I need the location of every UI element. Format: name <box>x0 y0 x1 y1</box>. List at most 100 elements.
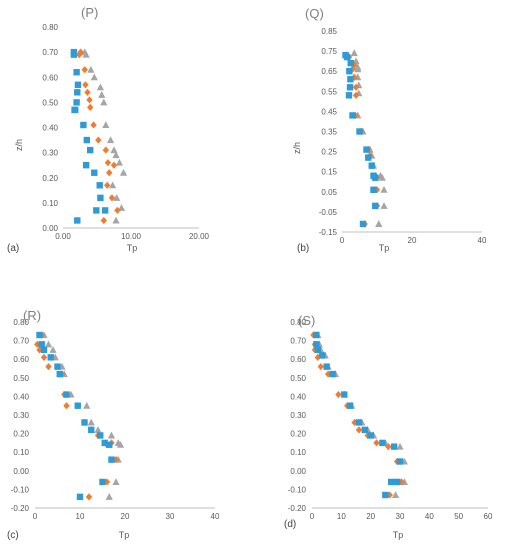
data-point-series-1 <box>99 478 106 486</box>
x-tick-label: 10.00 <box>121 232 142 241</box>
data-point-series-2 <box>355 426 363 434</box>
data-point-series-1 <box>346 68 353 75</box>
data-point-series-2 <box>104 181 111 189</box>
chart-panel-1: 0.00 0.10 0.20 0.30 0.40 0.50 0.60 0.70 0.80 0.00… <box>7 5 210 254</box>
y-tick-label: 0.50 <box>290 374 306 383</box>
y-tick-label: -0.20 <box>11 504 30 513</box>
data-point-series-3 <box>109 181 117 189</box>
y-tick-label: -0.05 <box>319 208 338 217</box>
data-point-series-1 <box>74 81 82 88</box>
x-tick-label: 20 <box>408 236 417 245</box>
data-point-series-1 <box>106 441 113 448</box>
y-tick-label: 0.20 <box>42 174 58 183</box>
data-point-series-3 <box>354 65 362 73</box>
data-point-series-1 <box>379 439 386 447</box>
data-point-series-1 <box>88 426 95 434</box>
panel-label: (d) <box>284 519 296 530</box>
data-point-series-1 <box>74 89 81 96</box>
data-point-series-1 <box>329 370 336 378</box>
data-point-series-2 <box>85 493 93 501</box>
data-point-series-1 <box>97 194 104 202</box>
data-point-series-1 <box>345 92 353 99</box>
data-point-series-1 <box>101 207 109 214</box>
x-axis-label: Tp <box>379 243 390 253</box>
data-point-series-3 <box>107 136 115 144</box>
data-point-series-1 <box>83 136 90 144</box>
data-point-series-1 <box>390 443 398 450</box>
y-tick-label: 0.70 <box>290 337 306 346</box>
y-tick-label: -0.15 <box>319 228 338 237</box>
data-point-series-3 <box>94 426 102 433</box>
data-point-series-1 <box>82 161 90 169</box>
data-point-series-1 <box>359 220 367 228</box>
data-point-series-1 <box>56 370 63 378</box>
chart-panel-2: -0.15 -0.05 0.05 0.15 0.25 0.35 0.45 0.55 0.65 0.… <box>292 6 487 254</box>
data-point-series-3 <box>119 168 128 176</box>
data-point-series-2 <box>82 81 89 89</box>
y-tick-label: 0.00 <box>13 467 29 476</box>
data-point-series-2 <box>108 194 116 202</box>
data-point-series-1 <box>344 53 351 61</box>
y-tick-label: 0.30 <box>13 411 29 420</box>
data-point-series-2 <box>81 66 88 74</box>
x-tick-label: 20.00 <box>189 232 210 241</box>
chart-title: (S) <box>298 313 315 328</box>
data-point-series-1 <box>71 106 78 114</box>
data-point-series-2 <box>352 83 360 91</box>
x-tick-label: 20 <box>366 512 375 521</box>
data-point-series-1 <box>313 331 320 339</box>
data-point-series-2 <box>84 88 91 96</box>
y-tick-label: 0.00 <box>42 224 58 233</box>
data-point-series-1 <box>323 363 330 370</box>
chart-title: (Q) <box>305 6 324 21</box>
data-point-series-2 <box>106 169 113 177</box>
y-tick-label: 0.70 <box>13 337 29 346</box>
data-point-series-2 <box>102 146 110 154</box>
y-tick-label: 0.30 <box>42 149 58 158</box>
data-point-series-1 <box>347 59 354 67</box>
y-tick-label: 0.40 <box>13 392 29 401</box>
y-tick-label: 0.10 <box>13 448 29 457</box>
data-point-series-1 <box>355 419 363 426</box>
y-tick-label: 0.25 <box>321 148 337 157</box>
panel-label: (a) <box>7 243 19 254</box>
data-point-series-3 <box>380 202 388 209</box>
data-point-series-1 <box>96 182 103 189</box>
data-point-series-2 <box>40 353 48 361</box>
data-point-series-2 <box>95 136 102 144</box>
data-point-series-3 <box>102 121 110 128</box>
y-tick-label: 0.75 <box>321 47 337 56</box>
data-point-series-3 <box>112 478 120 485</box>
data-point-series-1 <box>346 402 354 409</box>
data-point-series-3 <box>105 493 113 500</box>
data-point-series-2 <box>335 390 342 399</box>
y-tick-label: -0.10 <box>11 485 30 494</box>
data-point-series-3 <box>98 91 106 98</box>
data-point-series-1 <box>314 346 322 354</box>
data-point-series-3 <box>112 216 120 224</box>
x-tick-label: 20 <box>121 512 130 521</box>
data-point-series-1 <box>393 478 401 486</box>
data-point-series-1 <box>36 331 43 339</box>
y-tick-label: 0.70 <box>42 48 58 57</box>
data-point-series-1 <box>80 121 87 129</box>
data-point-series-3 <box>117 204 126 211</box>
data-point-series-1 <box>396 458 404 465</box>
chart-title: (R) <box>23 308 41 323</box>
y-tick-label: 0.05 <box>321 188 337 197</box>
data-point-series-1 <box>367 432 374 439</box>
data-point-series-3 <box>87 418 95 426</box>
y-axis-label: z/h <box>14 139 24 151</box>
data-point-series-2 <box>90 121 97 129</box>
data-point-series-1 <box>91 169 98 176</box>
y-tick-label: 0.60 <box>290 355 306 364</box>
data-point-series-1 <box>54 363 61 370</box>
y-tick-label: 0.40 <box>42 124 58 133</box>
data-point-series-3 <box>115 158 124 166</box>
data-point-series-3 <box>44 340 53 348</box>
data-point-series-3 <box>116 440 125 448</box>
y-tick-label: 0.65 <box>321 67 337 76</box>
data-point-series-1 <box>341 391 348 398</box>
data-point-series-1 <box>347 76 354 83</box>
data-point-series-1 <box>319 352 326 359</box>
